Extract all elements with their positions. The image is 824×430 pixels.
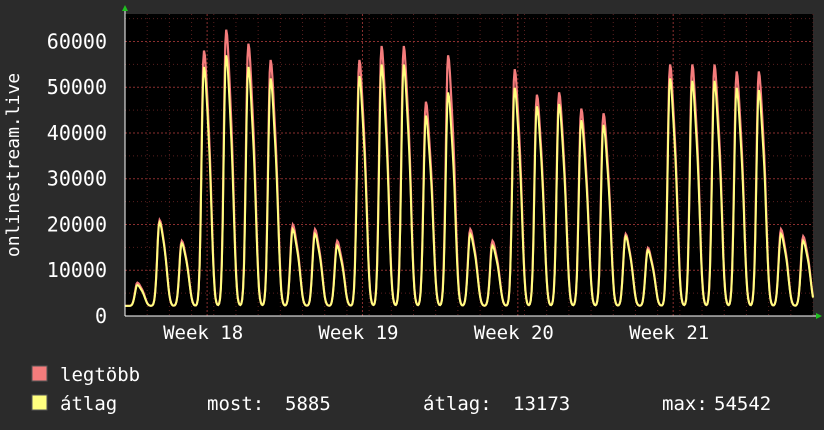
x-tick-label: Week 21 [629,322,709,344]
x-axis-arrow-icon [816,313,822,319]
stat-current-label: most: [207,393,264,415]
y-tick-label: 40000 [47,121,107,145]
y-tick-labels: 0 10000 20000 30000 40000 50000 60000 [47,29,107,328]
legend: legtöbb átlag most: 5885 átlag: 13173 ma… [31,364,771,415]
x-tick-label: Week 20 [474,322,554,344]
stat-current-value: 5885 [285,393,331,415]
series-avg-line [125,55,814,307]
series-layer [125,29,815,307]
y-tick-label: 50000 [47,75,107,99]
legend-swatch-avg [31,394,48,411]
stat-avg-value: 13173 [513,393,570,415]
stat-max-label: max: [662,393,708,415]
stat-max-value: 54542 [714,393,771,415]
y-axis-label: onlinestream.live [3,73,24,257]
x-tick-labels: Week 18 Week 19 Week 20 Week 21 [163,322,709,344]
y-tick-label: 20000 [47,212,107,236]
y-tick-label: 30000 [47,167,107,191]
legend-label-avg: átlag [60,393,117,415]
x-tick-label: Week 19 [318,322,398,344]
x-tick-label: Week 18 [163,322,243,344]
y-tick-label: 10000 [47,258,107,282]
legend-label-max: legtöbb [60,364,140,386]
axes [122,5,822,319]
legend-swatch-max [31,365,48,382]
y-tick-label: 0 [95,304,107,328]
stat-avg-label: átlag: [423,393,492,415]
y-axis-arrow-icon [122,5,128,11]
y-tick-label: 60000 [47,29,107,53]
